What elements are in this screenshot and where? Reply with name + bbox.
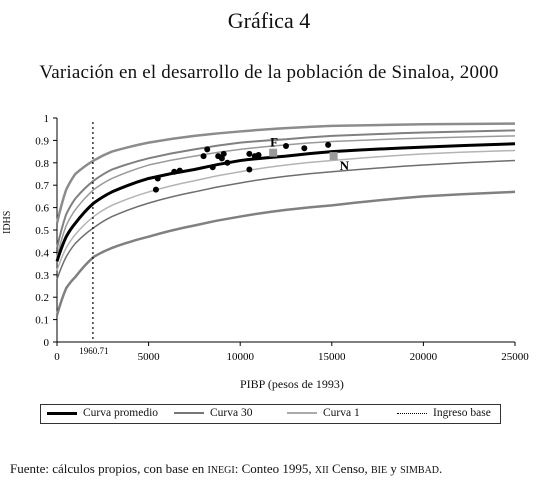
x-tick-label: 25000 — [501, 351, 529, 363]
chart-title: Variación en el desarrollo de la poblaci… — [39, 62, 499, 83]
source-text: : Conteo 1995, — [234, 461, 315, 476]
x-tick-label: 5000 — [138, 351, 161, 363]
chart-plot: 0 0.1 0.2 0.3 0.4 0.5 0.6 0.7 0.8 0.9 1 0 5000 10000 1… — [35, 113, 529, 363]
series-line-curve-4 — [56, 135, 516, 258]
legend-label: Curva promedio — [83, 407, 159, 419]
x-tick-label: 10000 — [226, 351, 254, 363]
legend-item-ingreso-base: Ingreso base — [397, 407, 491, 419]
legend-swatch — [287, 412, 317, 414]
y-tick-label: 0.3 — [35, 270, 49, 282]
legend-swatch — [397, 412, 427, 414]
data-point — [220, 150, 227, 157]
legend-item-curva-1: Curva 1 — [287, 407, 360, 419]
data-point — [204, 146, 211, 153]
y-tick-label: 0.5 — [35, 225, 49, 237]
y-tick-label: 0 — [44, 337, 50, 349]
source-text: Fuente: cálculos propios, con base en — [10, 461, 208, 476]
source-text: Censo, — [328, 461, 372, 476]
data-point — [246, 150, 253, 157]
source-text: y — [387, 461, 401, 476]
y-tick-label: 0.7 — [35, 180, 49, 192]
y-tick-label: 0.9 — [35, 135, 49, 147]
highlighted-point — [329, 152, 338, 161]
y-axis-label: IDHS — [2, 210, 13, 234]
source-abbr: SIMBAD — [400, 465, 440, 476]
data-point — [283, 143, 289, 149]
data-point — [255, 151, 262, 158]
series-line-curva-30 — [56, 129, 516, 249]
highlighted-point — [269, 148, 278, 157]
data-point — [246, 166, 253, 173]
data-point — [152, 186, 159, 193]
source-abbr: INEGI — [207, 465, 235, 476]
x-tick-label: 15000 — [318, 351, 346, 363]
series-line-curva-promedio — [55, 142, 516, 262]
y-tick-label: 0.6 — [35, 203, 49, 215]
data-point — [154, 175, 161, 182]
y-tick-label: 0.4 — [35, 247, 49, 259]
legend: Curva promedio Curva 30 Curva 1 Ingreso … — [40, 404, 501, 424]
x-axis-label: PIBP (pesos de 1993) — [240, 377, 344, 391]
base-income-label: 1960.71 — [79, 346, 108, 356]
legend-label: Curva 1 — [323, 407, 360, 419]
data-point — [200, 153, 207, 160]
data-point — [224, 159, 231, 166]
y-tick-label: 0.1 — [35, 315, 49, 327]
legend-swatch — [47, 411, 77, 415]
source-abbr: XII — [314, 465, 329, 476]
source-abbr: BIE — [371, 465, 388, 476]
data-point — [171, 168, 178, 175]
data-point — [325, 141, 332, 148]
legend-swatch — [174, 412, 204, 414]
legend-label: Ingreso base — [433, 407, 491, 419]
data-point — [176, 167, 183, 174]
y-tick-label: 0.2 — [35, 292, 49, 304]
legend-item-curva-30: Curva 30 — [174, 407, 252, 419]
point-label: N — [340, 158, 350, 173]
series-line-curve-3 — [55, 122, 516, 224]
source-text: . — [439, 461, 443, 476]
point-label: F — [270, 135, 278, 150]
y-tick-label: 1 — [44, 113, 50, 125]
data-point — [209, 164, 216, 171]
series-line-curve-6 — [55, 190, 516, 316]
data-point — [301, 145, 308, 152]
figure-label: Gráfica 4 — [227, 8, 311, 33]
y-tick-label: 0.8 — [35, 158, 49, 170]
x-tick-label: 0 — [54, 351, 60, 363]
series-line-curva-1 — [56, 149, 516, 271]
series-line-curve-5 — [56, 159, 516, 280]
legend-label: Curva 30 — [210, 407, 253, 419]
legend-item-curva-promedio: Curva promedio — [47, 407, 158, 419]
x-tick-label: 20000 — [410, 351, 438, 363]
source-note: Fuente: cálculos propios, con base en IN… — [10, 461, 442, 477]
